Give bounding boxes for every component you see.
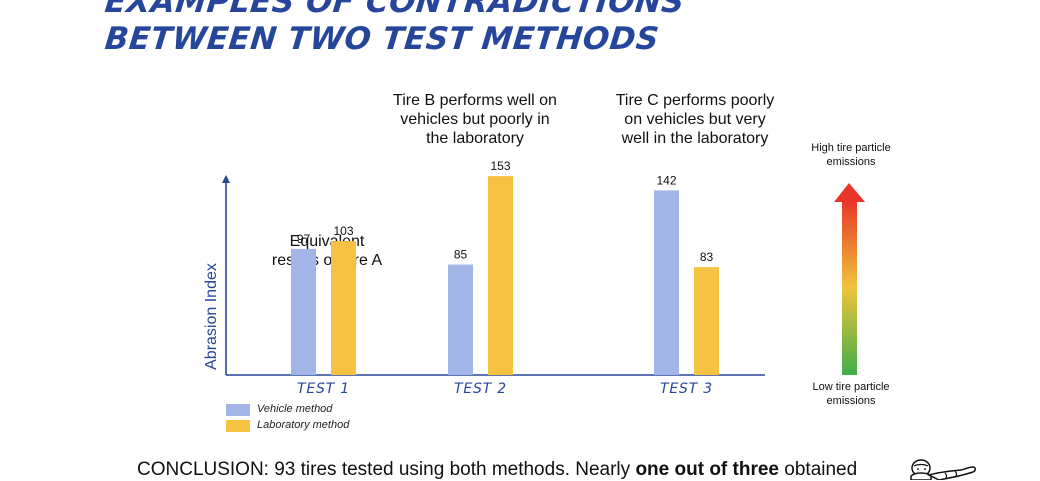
- conclusion-text: CONCLUSION: 93 tires tested using both m…: [137, 459, 857, 481]
- legend-swatch-laboratory: [226, 420, 250, 432]
- michelin-man-icon: [910, 459, 976, 480]
- data-label-laboratory-2: 153: [490, 159, 510, 173]
- legend-label-laboratory: Laboratory method: [257, 419, 350, 431]
- conclusion-emphasis: one out of three: [635, 459, 779, 480]
- x-tick-label-test-3: TEST 3: [660, 381, 713, 397]
- legend-label-vehicle: Vehicle method: [257, 403, 333, 415]
- low-emissions-label: Low tire particle emissions: [812, 381, 890, 407]
- bar-vehicle-2: [448, 264, 473, 375]
- conclusion-suffix: obtained: [779, 459, 858, 480]
- emissions-arrow: [834, 183, 865, 375]
- bar-laboratory-3: [694, 267, 719, 375]
- legend-swatch-vehicle: [226, 404, 250, 416]
- data-label-vehicle-1: 97: [297, 232, 311, 246]
- data-label-vehicle-2: 85: [454, 248, 468, 262]
- y-axis-arrowhead: [222, 175, 230, 183]
- annotation-tire-c: Tire C performs poorly on vehicles but v…: [615, 92, 775, 147]
- annotation-tire-b: Tire B performs well on vehicles but poo…: [393, 92, 557, 147]
- bar-laboratory-2: [488, 176, 513, 375]
- data-label-vehicle-3: 142: [656, 173, 676, 187]
- bar-vehicle-1: [291, 248, 316, 375]
- y-axis-label: Abrasion Index: [203, 263, 220, 370]
- x-tick-label-test-2: TEST 2: [454, 381, 507, 397]
- bar-laboratory-1: [331, 241, 356, 375]
- x-tick-label-test-1: TEST 1: [297, 381, 350, 397]
- high-emissions-label: High tire particle emissions: [811, 142, 891, 168]
- data-label-laboratory-3: 83: [700, 250, 714, 264]
- conclusion-prefix: CONCLUSION: 93 tires tested using both m…: [137, 459, 636, 480]
- data-label-laboratory-1: 103: [333, 224, 353, 238]
- bar-vehicle-3: [654, 190, 679, 375]
